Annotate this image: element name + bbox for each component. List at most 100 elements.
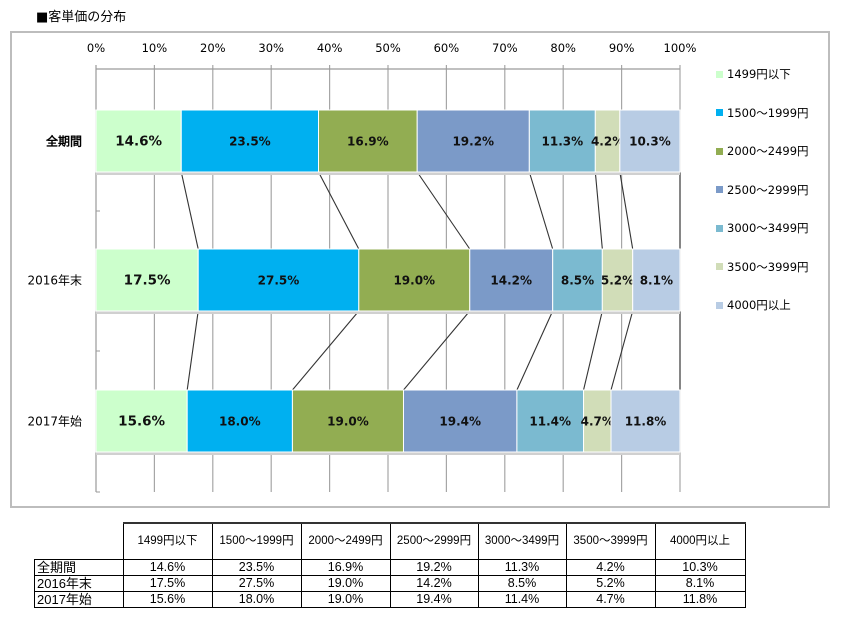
table-corner-cell (34, 523, 124, 560)
table-row-label: 2016年末 (34, 575, 124, 592)
legend-item: 4000円以上 (716, 297, 791, 313)
table-cell: 18.0% (211, 591, 302, 608)
bar-shadow (96, 311, 680, 314)
x-tick-label: 90% (609, 41, 635, 55)
x-tick-label: 40% (317, 41, 343, 55)
bar-segment (186, 389, 293, 453)
series-line (186, 310, 199, 391)
data-label: 17.5% (124, 273, 171, 289)
bar-segment (95, 389, 188, 453)
table-cell: 14.2% (389, 575, 479, 592)
series-line (180, 171, 199, 250)
table-header-cell: 1500〜1999円 (211, 522, 302, 560)
bar-shadow (96, 452, 680, 455)
table-header-cell: 2500〜2999円 (389, 522, 479, 560)
legend-item: 3500〜3999円 (716, 259, 809, 275)
series-line (610, 310, 634, 391)
table-header-cell: 3500〜3999円 (565, 522, 656, 560)
series-line (291, 310, 360, 391)
table-cell: 17.5% (122, 575, 213, 592)
table-cell: 27.5% (211, 575, 302, 592)
legend-swatch-icon (716, 301, 723, 309)
category-label: 2016年末 (27, 274, 82, 288)
category-label: 全期間 (45, 134, 82, 149)
table-header-cell: 2000〜2499円 (300, 522, 391, 560)
data-label: 8.5% (561, 274, 594, 288)
stacked-bar-chart: 0% 10% 20% 30% 40% 50% 60% 70% 80% 90% 100% 14.6% 23… (27, 41, 697, 493)
legend-label: 2000〜2499円 (727, 144, 809, 158)
legend-swatch-icon (716, 70, 723, 78)
x-tick-label: 100% (664, 41, 697, 55)
table-header-cell: 1499円以下 (122, 522, 213, 560)
table-cell: 19.4% (389, 591, 479, 608)
table-row: 2017年始 15.6% 18.0% 19.0% 19.4% 11.4% 4.7… (34, 591, 746, 608)
table-header-cell: 4000円以上 (654, 522, 746, 560)
legend-label: 3000〜3499円 (727, 221, 809, 235)
data-label: 11.4% (529, 415, 571, 429)
data-label: 8.1% (640, 274, 673, 288)
table-cell: 10.3% (654, 559, 746, 576)
legend-item: 2500〜2999円 (716, 182, 809, 198)
table-cell: 19.2% (389, 559, 479, 576)
data-label: 18.0% (219, 415, 261, 429)
table-cell: 8.1% (654, 575, 746, 592)
data-label: 5.2% (601, 274, 634, 288)
x-tick-label: 10% (142, 41, 168, 55)
data-label: 4.7% (581, 415, 614, 429)
bar-segment (180, 109, 320, 173)
data-label: 10.3% (629, 135, 671, 149)
data-label: 19.0% (393, 274, 435, 288)
bar-segment (469, 248, 554, 312)
legend-swatch-icon (716, 147, 723, 155)
legend-label: 1500〜1999円 (727, 105, 809, 120)
x-tick-label: 80% (550, 41, 576, 55)
data-label: 14.6% (115, 134, 162, 150)
series-line (594, 171, 603, 250)
data-label: 23.5% (229, 135, 271, 149)
series-line (403, 310, 471, 391)
bar-shadow (96, 172, 680, 175)
bar-segment (95, 109, 182, 173)
data-table: 1499円以下 1500〜1999円 2000〜2499円 2500〜2999円… (34, 522, 746, 608)
data-label: 15.6% (118, 414, 165, 430)
bar-segment (583, 389, 612, 453)
data-label: 14.2% (490, 274, 532, 288)
bar-segment (197, 248, 360, 312)
bar-segment (528, 109, 596, 173)
bar-segment (610, 389, 681, 453)
x-tick-label: 70% (492, 41, 518, 55)
x-tick-label: 0% (87, 41, 105, 55)
chart-title: ■客単価の分布 (36, 10, 127, 25)
table-cell: 15.6% (122, 591, 213, 608)
table-cell: 23.5% (211, 559, 302, 576)
legend-label: 3500〜3999円 (727, 259, 809, 274)
legend-item: 2000〜2499円 (716, 143, 809, 159)
legend-swatch-icon (716, 263, 723, 270)
legend-item: 1499円以下 (716, 66, 791, 82)
bar-segment (358, 248, 471, 312)
table-cell: 16.9% (300, 559, 391, 576)
x-tick-label: 30% (258, 41, 284, 55)
table-row-label: 2017年始 (34, 591, 124, 608)
bar-segment (632, 248, 681, 312)
table-header-cell: 3000〜3499円 (477, 522, 567, 560)
table-cell: 8.5% (477, 575, 567, 592)
data-label: 19.0% (327, 415, 369, 429)
table-cell: 19.0% (300, 575, 391, 592)
table-row-label: 全期間 (34, 559, 124, 576)
x-tick-label: 50% (375, 41, 401, 55)
table-header-row: 1499円以下 1500〜1999円 2000〜2499円 2500〜2999円… (34, 522, 746, 560)
legend-label: 2500〜2999円 (727, 182, 809, 197)
bar-segment (95, 248, 199, 312)
category-label: 2017年始 (27, 415, 82, 429)
data-label: 16.9% (347, 135, 389, 149)
table-cell: 14.6% (122, 559, 213, 576)
series-line (516, 310, 554, 391)
data-label: 19.2% (452, 135, 494, 149)
data-label: 11.3% (542, 135, 584, 149)
x-tick-label: 60% (434, 41, 460, 55)
series-line (528, 171, 554, 250)
bar-segment (402, 389, 518, 453)
series-line (583, 310, 603, 391)
bar-segment (516, 389, 585, 453)
